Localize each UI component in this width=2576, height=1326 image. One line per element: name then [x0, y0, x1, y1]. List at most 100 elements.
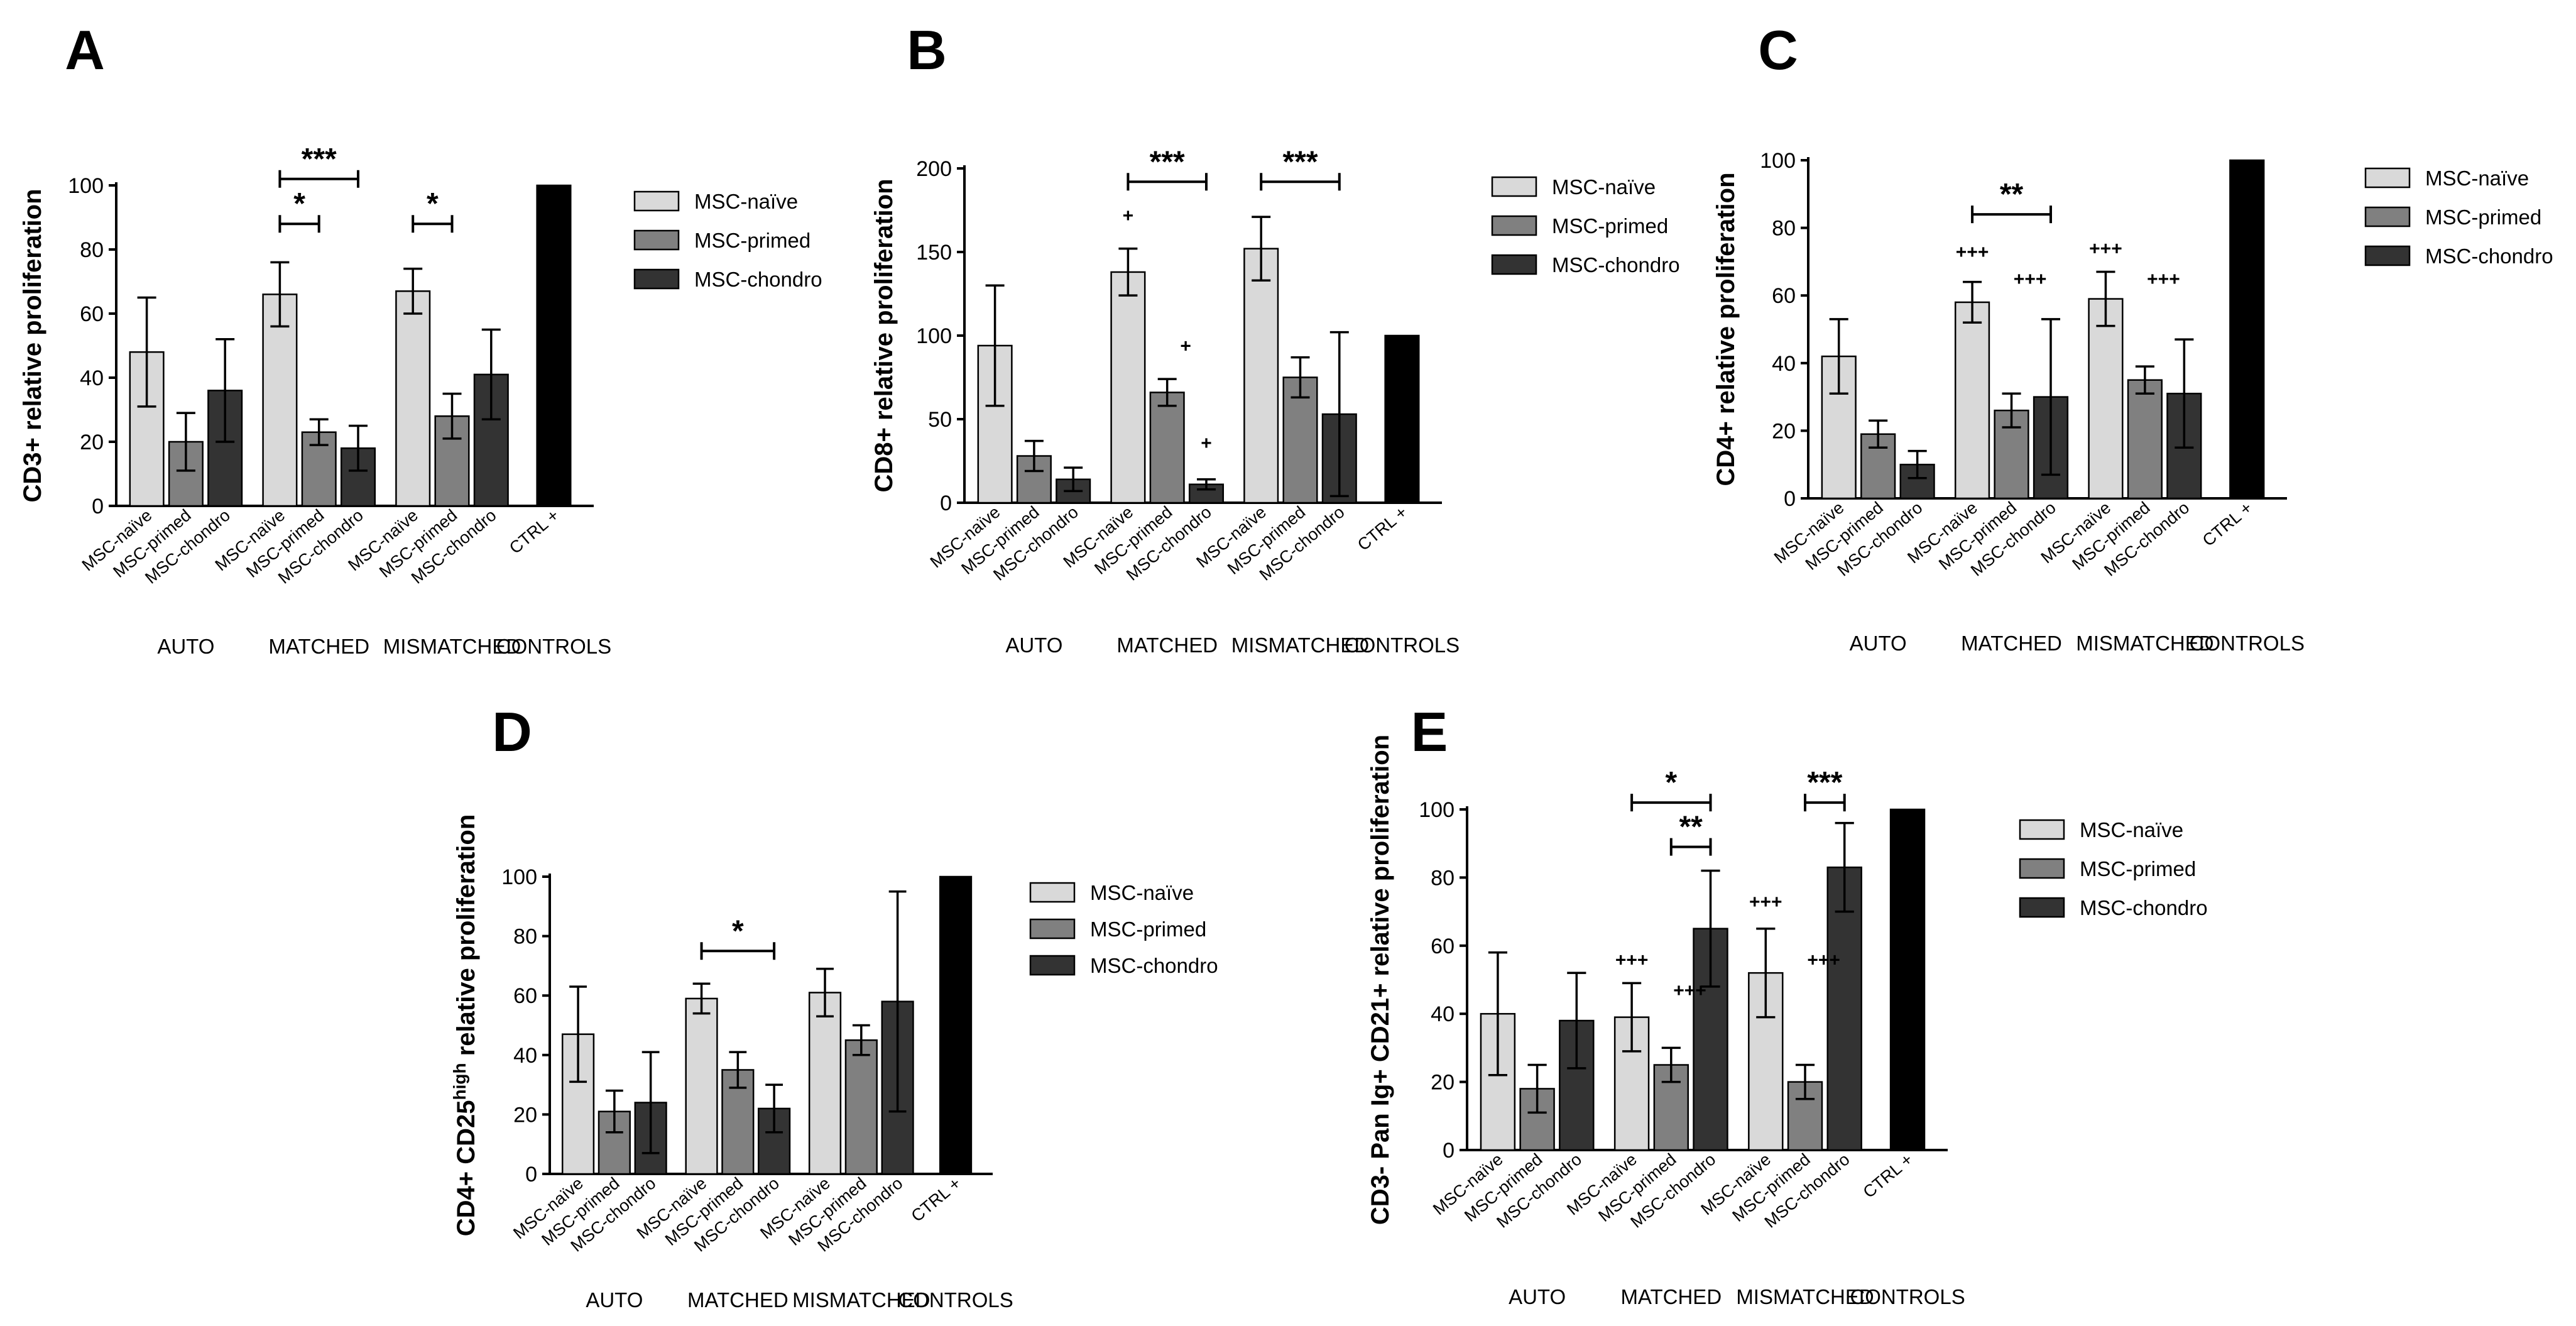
error-bar: [729, 1051, 747, 1089]
chart-panel-a: A CD3+ relative proliferation 0 20 40 60 80 100…: [19, 19, 822, 658]
group-label: MISMATCHED: [2076, 632, 2213, 655]
panel-letter: A: [65, 19, 105, 81]
error-bar: [569, 985, 587, 1083]
bar-msc-na-ve-mismatched: [395, 290, 431, 507]
y-tick-label: 0: [525, 1163, 537, 1186]
chart-panel-b: B CD8+ relative proliferation 0 50 100 150 200…: [870, 19, 1680, 657]
y-tick-label: 0: [1443, 1139, 1454, 1163]
error-bar: [348, 424, 368, 472]
y-tick-label: 100: [1760, 149, 1796, 173]
y-tick-label: 80: [1431, 866, 1454, 890]
group-label: MATCHED: [268, 635, 369, 658]
panel-letter: D: [492, 701, 532, 763]
y-tick-label: 60: [1431, 934, 1454, 958]
plus-mark: +++: [1615, 950, 1649, 970]
y-tick-label: 150: [916, 241, 952, 265]
error-bar: [1567, 972, 1586, 1070]
plus-mark: +: [1180, 336, 1191, 357]
y-tick-label: 40: [80, 366, 104, 390]
error-bar: [1024, 439, 1044, 473]
y-tick-label: 60: [1772, 284, 1796, 308]
plus-mark: +++: [1749, 892, 1782, 912]
group-label: CONTROLS: [2190, 632, 2305, 655]
error-bar: [1829, 318, 1848, 395]
bar-msc-na-ve-mismatched: [1243, 248, 1279, 504]
bar-msc-na-ve-matched: [1110, 271, 1146, 504]
plus-mark: +++: [2147, 269, 2180, 290]
error-bar: [2135, 365, 2154, 395]
legend-label: MSC-primed: [1090, 918, 1206, 941]
significance-bracket: [1971, 205, 2052, 224]
significance-bracket: [278, 170, 359, 188]
error-bar: [1963, 280, 1982, 324]
group-label: MATCHED: [687, 1288, 789, 1312]
error-bar: [641, 1051, 660, 1154]
panel-letter: E: [1411, 701, 1448, 763]
y-tick-label: 20: [1431, 1071, 1454, 1095]
legend-swatch: [633, 268, 680, 290]
group-label: AUTO: [157, 635, 214, 658]
y-tick-label: 80: [80, 238, 104, 262]
y-tick-label: 50: [928, 408, 952, 432]
significance-bracket: [412, 215, 454, 233]
bar-msc-na-ve-matched: [685, 997, 718, 1175]
x-tick-label-control: CTRL +: [2199, 498, 2256, 551]
plus-mark: +++: [2089, 239, 2122, 260]
significance-label: **: [2000, 178, 2024, 211]
legend-label: MSC-primed: [694, 229, 810, 252]
group-label: MATCHED: [1620, 1285, 1722, 1308]
legend-swatch: [1491, 254, 1537, 275]
y-tick-label: 100: [916, 324, 952, 348]
plus-mark: +: [1123, 205, 1134, 226]
significance-bracket: [1260, 173, 1341, 191]
error-bar: [1527, 1063, 1547, 1114]
legend-label: MSC-naïve: [2425, 167, 2529, 190]
y-axis-label: CD3- Pan Ig+ CD21+ relative proliferatio…: [1367, 735, 1394, 1225]
error-bar: [1622, 982, 1642, 1053]
error-bar: [765, 1083, 783, 1134]
group-label: AUTO: [586, 1288, 643, 1312]
legend-label: MSC-naïve: [1090, 881, 1194, 904]
legend-label: MSC-chondro: [2080, 896, 2208, 919]
error-bar: [1488, 951, 1508, 1077]
bar-ctrl-positive: [939, 875, 973, 1175]
x-tick-label-control: CTRL +: [1860, 1150, 1916, 1202]
error-bar: [137, 296, 156, 408]
error-bar: [176, 412, 195, 472]
group-label: AUTO: [1509, 1285, 1566, 1308]
bar-msc-primed-matched: [301, 431, 337, 507]
error-bar: [1291, 356, 1310, 399]
bar-ctrl-positive: [2229, 159, 2265, 500]
significance-label: ***: [1282, 145, 1318, 178]
error-bar: [2041, 318, 2061, 476]
legend-swatch: [633, 190, 680, 212]
bar-msc-primed-mismatched: [434, 415, 470, 507]
error-bar: [1064, 466, 1083, 493]
panel-letter: C: [1758, 19, 1798, 81]
bar-msc-na-ve-matched: [262, 293, 298, 507]
group-label: CONTROLS: [898, 1288, 1013, 1312]
legend-swatch: [2364, 206, 2411, 227]
bar-msc-na-ve-auto: [1821, 355, 1857, 500]
bar-ctrl-positive: [1384, 334, 1420, 504]
error-bar: [1157, 378, 1177, 407]
y-tick-label: 0: [1784, 487, 1796, 511]
y-axis-label: CD8+ relative proliferation: [870, 178, 898, 492]
group-label: CONTROLS: [1345, 633, 1460, 657]
x-tick-label-control: CTRL +: [908, 1174, 964, 1226]
significance-label: ***: [1807, 766, 1842, 799]
plus-mark: +++: [1673, 980, 1706, 1001]
legend-swatch: [1491, 176, 1537, 197]
y-tick-label: 20: [513, 1103, 537, 1127]
legend-swatch: [633, 229, 680, 251]
significance-bracket: [1804, 794, 1846, 812]
y-tick-label: 80: [1772, 217, 1796, 241]
y-axis-label: CD4+ relative proliferation: [1712, 172, 1740, 486]
y-tick-label: 20: [80, 430, 104, 454]
legend-swatch: [2364, 167, 2411, 189]
legend-label: MSC-naïve: [2080, 818, 2183, 841]
plus-mark: +: [1201, 433, 1212, 454]
error-bar: [1869, 419, 1888, 449]
error-bar: [605, 1089, 623, 1134]
